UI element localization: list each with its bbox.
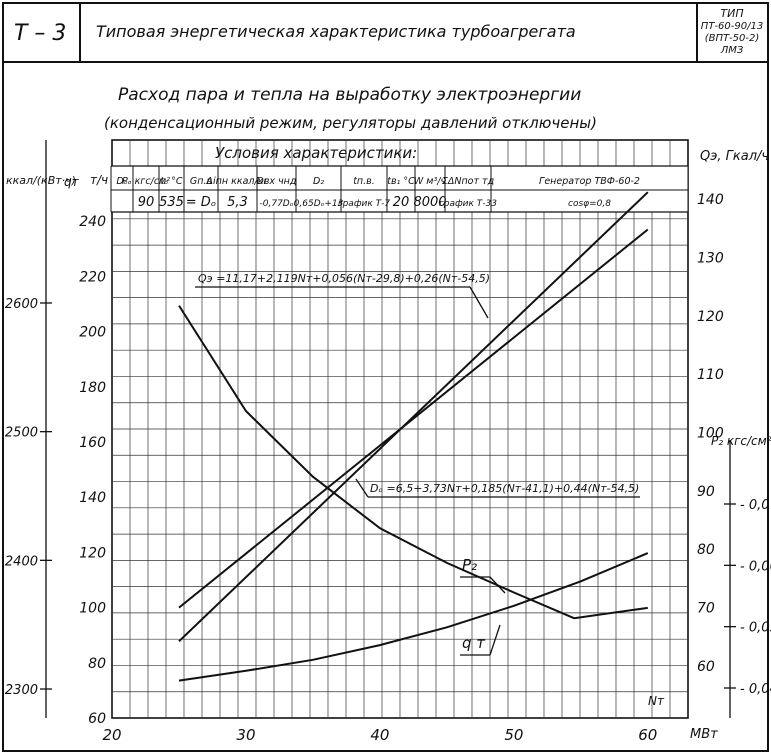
pressure-tick-label: - 0,04	[740, 682, 771, 697]
conditions-header-cell: Dвх чнд	[257, 176, 297, 187]
conditions-header-cell: tв₁ °C	[387, 176, 415, 187]
heat-tick-label: 90	[697, 484, 715, 500]
x-tick-label: 20	[102, 726, 121, 744]
chart-subtitle: (конденсационный режим, регуляторы давле…	[104, 114, 597, 132]
x-tick-labels: 20 30 40 50 60	[102, 726, 657, 744]
conditions-value-cell: график Т-7	[338, 199, 391, 209]
steam-flow-tick-label: 60	[88, 711, 106, 727]
conditions-value-cell: 8000	[413, 195, 446, 210]
type-line1: ТИП	[720, 7, 743, 20]
heat-tick-labels: 60 70 80 90 100 110 120 130 140	[697, 192, 724, 675]
specific-heat-tick-labels: 2300 2400 2500 2600	[5, 297, 52, 698]
conditions-value-cell: cosφ=0,8	[568, 199, 611, 209]
sheet-code: Т – 3	[14, 21, 66, 46]
steam-flow-tick-label: 200	[79, 325, 106, 341]
steam-flow-tick-label: 160	[79, 435, 106, 451]
conditions-value-cell: 0,65Dₒ+13	[294, 199, 344, 209]
steam-flow-tick-label: 220	[79, 269, 106, 285]
conditions-header-cell: Pₒ кгс/см²	[122, 176, 170, 187]
heat-tick-label: 70	[697, 601, 715, 617]
conditions-header-cell: Δiпн ккал/кг	[206, 176, 270, 187]
steam-flow-tick-label: 80	[88, 656, 106, 672]
conditions-header-cell: tп.в.	[353, 176, 375, 187]
sheet-title: Типовая энергетическая характеристика ту…	[96, 22, 576, 41]
heat-tick-label: 100	[697, 426, 724, 442]
heat-tick-label: 130	[697, 251, 724, 267]
pressure-tick-label: - 0,05	[740, 621, 771, 636]
steam-flow-tick-label: 100	[79, 601, 106, 617]
specific-heat-tick-label: 2400	[5, 554, 38, 569]
x-tick-label: 50	[504, 726, 523, 744]
d0-line	[178, 228, 649, 609]
conditions-value-cell: график Т-33	[439, 199, 497, 209]
specific-heat-tick-label: 2500	[5, 426, 38, 441]
plot-grid	[45, 139, 731, 719]
type-line4: ЛМЗ	[720, 45, 744, 56]
heat-tick-label: 80	[697, 542, 715, 558]
conditions-value-cell: 5,3	[227, 195, 248, 210]
x-symbol: Nт	[648, 694, 665, 708]
qe-formula: Qэ =11,17+2,119Nт+0,056(Nт-29,8)+0,26(Nт…	[198, 272, 490, 285]
label-p2: P₂	[462, 556, 477, 574]
qt-curve	[178, 305, 648, 620]
left-outer-symbol: qт	[64, 175, 80, 189]
right-inner-unit: Qэ, Гкал/ч	[700, 149, 769, 164]
type-line3: (ВПТ-50-2)	[705, 33, 760, 44]
conditions-header-cell: ΣΔNпот тд	[442, 176, 495, 187]
conditions-header-cell: Gп.в	[190, 176, 213, 187]
label-qt-leader	[489, 624, 501, 656]
steam-flow-tick-label: 140	[79, 490, 106, 506]
right-outer-unit: P₂ кгс/см²	[711, 434, 771, 448]
conditions-value-cell: 20	[393, 195, 410, 210]
conditions-header-cell: tₒ °C	[160, 176, 182, 187]
pressure-tick-label: - 0,07	[740, 498, 771, 513]
conditions-header-cell: W м³/ч	[414, 176, 447, 187]
pressure-tick-label: - 0,06	[740, 559, 771, 574]
x-tick-label: 40	[370, 726, 389, 744]
d0-formula: Dₒ =6,5+3,73Nт+0,185(Nт-41,1)+0,44(Nт-54…	[370, 482, 639, 495]
curves	[178, 191, 649, 682]
heat-tick-label: 60	[697, 659, 715, 675]
conditions-value-cell: = Dₒ	[186, 195, 216, 210]
steam-flow-tick-label: 240	[79, 214, 106, 230]
x-unit: МВт	[690, 727, 718, 742]
left-outer-unit: ккал/(кВт·ч)	[6, 174, 76, 187]
qe-line	[178, 191, 649, 643]
heat-tick-label: 140	[697, 192, 724, 208]
conditions-value-cell: 90	[138, 195, 155, 210]
heat-tick-label: 120	[697, 309, 724, 325]
heat-tick-label: 110	[697, 367, 724, 383]
specific-heat-tick-label: 2300	[5, 683, 38, 698]
x-tick-label: 60	[638, 726, 657, 744]
d0-formula-leader	[355, 478, 369, 498]
pressure-tick-labels: - 0,04 - 0,05 - 0,06 - 0,07	[724, 498, 771, 697]
x-tick-label: 30	[236, 726, 255, 744]
left-inner-unit: т/ч	[90, 173, 108, 187]
p2-curve	[178, 552, 649, 682]
conditions-background	[111, 166, 688, 212]
conditions-header-cell: D₂	[313, 176, 324, 187]
specific-heat-tick-label: 2600	[5, 297, 38, 312]
chart-title: Расход пара и тепла на выработку электро…	[118, 85, 581, 105]
label-qt: q т	[462, 634, 486, 652]
steam-flow-tick-label: 120	[79, 545, 106, 561]
conditions-value-cell: 535	[159, 195, 184, 210]
steam-flow-tick-labels: 60 80 100 120 140 160 180 200 220 240	[79, 214, 106, 727]
steam-flow-tick-label: 180	[79, 380, 106, 396]
conditions-value-cell: -0,77Dₒ	[260, 199, 294, 209]
conditions-header-cell: Dₒ	[116, 176, 127, 187]
conditions-header-cell: Генератор ТВФ-60-2	[539, 176, 640, 187]
type-line2: ПТ-60-90/13	[701, 21, 763, 32]
qe-formula-leader	[469, 286, 489, 319]
label-p2-leader	[489, 576, 506, 594]
conditions-title: Условия характеристики:	[215, 144, 417, 162]
